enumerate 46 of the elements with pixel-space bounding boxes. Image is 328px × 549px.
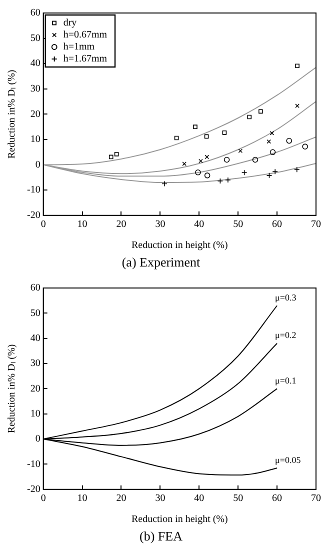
series-label: μ=0.05 xyxy=(275,454,302,465)
y-tick-label: 30 xyxy=(30,84,40,95)
x-tick-label: 40 xyxy=(194,493,204,504)
y-tick-label: 20 xyxy=(30,383,40,394)
x-tick-label: 70 xyxy=(311,219,321,230)
y-tick-label: -10 xyxy=(26,184,40,196)
x-tick-label: 70 xyxy=(311,493,321,504)
x-tick-label: 30 xyxy=(155,493,166,504)
y-tick-label: 60 xyxy=(30,8,40,19)
text: (b) FEA xyxy=(140,528,184,544)
y-tick-label: 40 xyxy=(30,58,40,70)
series-label: μ=0.2 xyxy=(275,330,296,340)
y-tick-label: 30 xyxy=(30,358,40,370)
y-tick-label: 20 xyxy=(30,108,40,120)
x-tick-label: 50 xyxy=(233,493,244,504)
y-tick-label: 40 xyxy=(30,332,40,344)
series-label: μ=0.3 xyxy=(275,292,297,302)
legend-label: dry xyxy=(63,18,77,29)
legend-label: h=1mm xyxy=(63,42,95,53)
x-tick-label: 50 xyxy=(233,219,244,230)
x-tick-label: 10 xyxy=(77,219,88,230)
y-tick-label: -10 xyxy=(26,458,40,470)
y-tick-label: 50 xyxy=(30,308,40,319)
x-tick-label: 40 xyxy=(194,219,204,230)
x-tick-label: 20 xyxy=(116,219,126,230)
y-tick-label: -20 xyxy=(26,484,40,496)
text: (a) Experiment xyxy=(122,254,201,270)
y-tick-label: -20 xyxy=(26,210,40,222)
x-tick-label: 10 xyxy=(77,493,88,504)
x-axis-title: Reduction in height (%) xyxy=(131,240,228,252)
x-axis-title: Reduction in height (%) xyxy=(131,514,228,526)
x-tick-label: 60 xyxy=(272,493,282,504)
legend-label: h=0.67mm xyxy=(63,30,108,41)
y-axis-title: Reduction in% Dₗ (%) xyxy=(6,70,18,159)
x-tick-label: 20 xyxy=(116,493,126,504)
y-tick-label: 50 xyxy=(30,32,40,44)
y-tick-label: 0 xyxy=(35,434,40,445)
y-tick-label: 0 xyxy=(35,159,40,170)
x-tick-label: 30 xyxy=(155,219,166,230)
y-tick-label: 60 xyxy=(30,282,40,294)
series-label: μ=0.1 xyxy=(275,376,296,386)
y-axis-title: Reduction in% Dₗ (%) xyxy=(6,344,18,434)
y-tick-label: 10 xyxy=(30,408,40,420)
y-tick-label: 10 xyxy=(30,134,40,146)
legend-label: h=1.67mm xyxy=(63,54,108,65)
x-tick-label: 60 xyxy=(272,219,282,230)
